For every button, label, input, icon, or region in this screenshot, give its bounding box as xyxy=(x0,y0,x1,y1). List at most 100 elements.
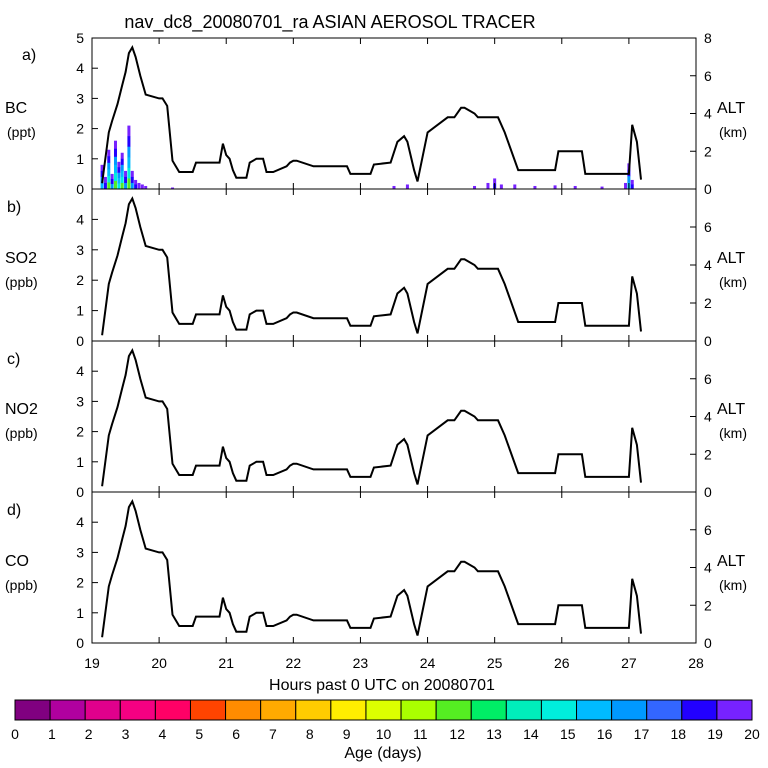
y2-tick-label: 0 xyxy=(704,635,712,651)
tracer-bar-segment xyxy=(117,172,121,179)
tracer-bar-segment xyxy=(120,182,124,190)
tracer-bar-segment xyxy=(107,162,111,170)
y2-tick-label: 2 xyxy=(704,143,712,159)
colorbar-label: Age (days) xyxy=(344,745,421,762)
tracer-bar-segment xyxy=(100,182,104,190)
x-tick-label: 25 xyxy=(487,655,503,671)
y2-tick-label: 0 xyxy=(704,181,712,197)
tracer-bar-segment xyxy=(117,167,121,173)
y-tick-label: 2 xyxy=(76,121,84,137)
y-tick-label: 4 xyxy=(76,514,84,530)
tracer-bar-segment xyxy=(473,185,477,190)
x-tick-labels: 19 20 21 22 23 24 25 26 27 28 xyxy=(84,655,704,671)
tracer-bar-segment xyxy=(117,161,121,168)
panel-d-yunit: (ppb) xyxy=(5,577,38,593)
panel-d: 0 1 2 3 4 0 2 4 6 d) CO (ppb) ALT (km) xyxy=(5,491,747,651)
y-tick-label: 0 xyxy=(76,181,84,197)
x-tick-label: 27 xyxy=(621,655,637,671)
colorbar-swatch xyxy=(435,699,472,721)
tracer-bar-segment xyxy=(107,175,111,183)
y2-tick-label: 4 xyxy=(704,106,712,122)
x-tick-label: 24 xyxy=(420,655,436,671)
tracer-bar-segment xyxy=(130,170,134,178)
colorbar-tick-label: 0 xyxy=(11,726,19,742)
tracer-bar-segment xyxy=(117,178,121,184)
y-tick-label: 3 xyxy=(76,393,84,409)
tracer-bar-segment xyxy=(120,164,124,172)
tracer-bar-segment xyxy=(630,184,634,190)
tracer-bar-segment xyxy=(533,185,537,190)
tracer-bar-segment xyxy=(117,183,121,190)
colorbar-swatch xyxy=(400,699,437,721)
tracer-bar-segment xyxy=(144,185,148,190)
colorbar-tick-label: 4 xyxy=(159,726,167,742)
panel-a-altitude-line xyxy=(101,45,642,184)
panel-b-yunit: (ppb) xyxy=(5,274,38,290)
tracer-bar-segment xyxy=(573,185,577,190)
tracer-bar-segment xyxy=(113,148,117,158)
tracer-bar-segment xyxy=(140,184,144,190)
x-tick-label: 21 xyxy=(218,655,234,671)
colorbar-swatch xyxy=(540,699,578,721)
panel-a-y2unit: (km) xyxy=(719,124,747,140)
y-tick-label: 3 xyxy=(76,90,84,106)
tracer-bar-segment xyxy=(130,176,134,184)
panel-d-ylabel: CO xyxy=(5,553,29,570)
y-tick-label: 1 xyxy=(76,151,84,167)
colorbar-swatch xyxy=(49,699,86,721)
tracer-bar-segment xyxy=(107,182,111,190)
colorbar-swatch xyxy=(611,699,648,721)
colorbar-swatch xyxy=(330,699,367,721)
chart-title: nav_dc8_20080701_ra ASIAN AEROSOL TRACER xyxy=(124,12,535,33)
tracer-bar-segment xyxy=(127,146,131,158)
tracer-bar-segment xyxy=(113,164,117,174)
tracer-bar-segment xyxy=(120,152,124,160)
tracer-bar-segment xyxy=(127,125,131,137)
tracer-bar-segment xyxy=(134,179,138,185)
y2-tick-label: 2 xyxy=(704,446,712,462)
tracer-bar-segment xyxy=(137,182,141,190)
y2-tick-label: 4 xyxy=(704,409,712,425)
x-tick-label: 22 xyxy=(286,655,302,671)
colorbar-swatch xyxy=(470,699,507,721)
panel-a-tracer-bars xyxy=(100,125,634,190)
panel-a-ylabel: BC xyxy=(5,100,27,117)
tracer-bar-segment xyxy=(624,182,628,190)
y2-tick-label: 2 xyxy=(704,597,712,613)
colorbar-tick-label: 15 xyxy=(560,726,576,742)
panel-d-y2unit: (km) xyxy=(719,577,747,593)
tracer-bar-segment xyxy=(134,184,138,190)
y-tick-label: 2 xyxy=(76,272,84,288)
colorbar-swatch xyxy=(365,699,402,721)
tracer-bar-segment xyxy=(107,156,111,164)
colorbar-tick-label: 9 xyxy=(343,726,351,742)
panel-b-letter: b) xyxy=(7,199,21,216)
panel-c-y2unit: (km) xyxy=(719,425,747,441)
tracer-bar-segment xyxy=(630,179,634,185)
y-tick-label: 4 xyxy=(76,211,84,227)
y2-tick-label: 6 xyxy=(704,371,712,387)
tracer-bar-segment xyxy=(124,170,128,178)
panel-a-letter: a) xyxy=(22,47,36,64)
colorbar-tick-label: 11 xyxy=(413,726,428,742)
colorbar-swatch xyxy=(681,699,718,721)
y2-tick-label: 6 xyxy=(704,522,712,538)
y-tick-label: 3 xyxy=(76,242,84,258)
y2-tick-label: 0 xyxy=(704,484,712,500)
colorbar-swatch xyxy=(84,699,121,721)
panel-b-ylabel: SO2 xyxy=(5,250,37,267)
colorbar-tick-label: 12 xyxy=(449,726,465,742)
panel-c-letter: c) xyxy=(7,351,20,368)
tracer-bar-segment xyxy=(127,178,131,190)
colorbar-tick-label: 1 xyxy=(48,726,56,742)
colorbar-tick-label: 13 xyxy=(486,726,502,742)
tracer-bar-segment xyxy=(110,183,114,190)
panel-a-frame xyxy=(91,37,697,190)
colorbar-tick-label: 2 xyxy=(85,726,93,742)
colorbar-tick-label: 16 xyxy=(597,726,613,742)
colorbar-swatch xyxy=(14,699,51,721)
panel-a: 0 1 2 3 4 5 0 2 4 6 8 a) BC (ppt) ALT (km) xyxy=(5,30,747,197)
x-tick-label: 23 xyxy=(353,655,369,671)
colorbar-swatch xyxy=(505,699,542,721)
panel-d-altitude-line xyxy=(101,499,642,638)
